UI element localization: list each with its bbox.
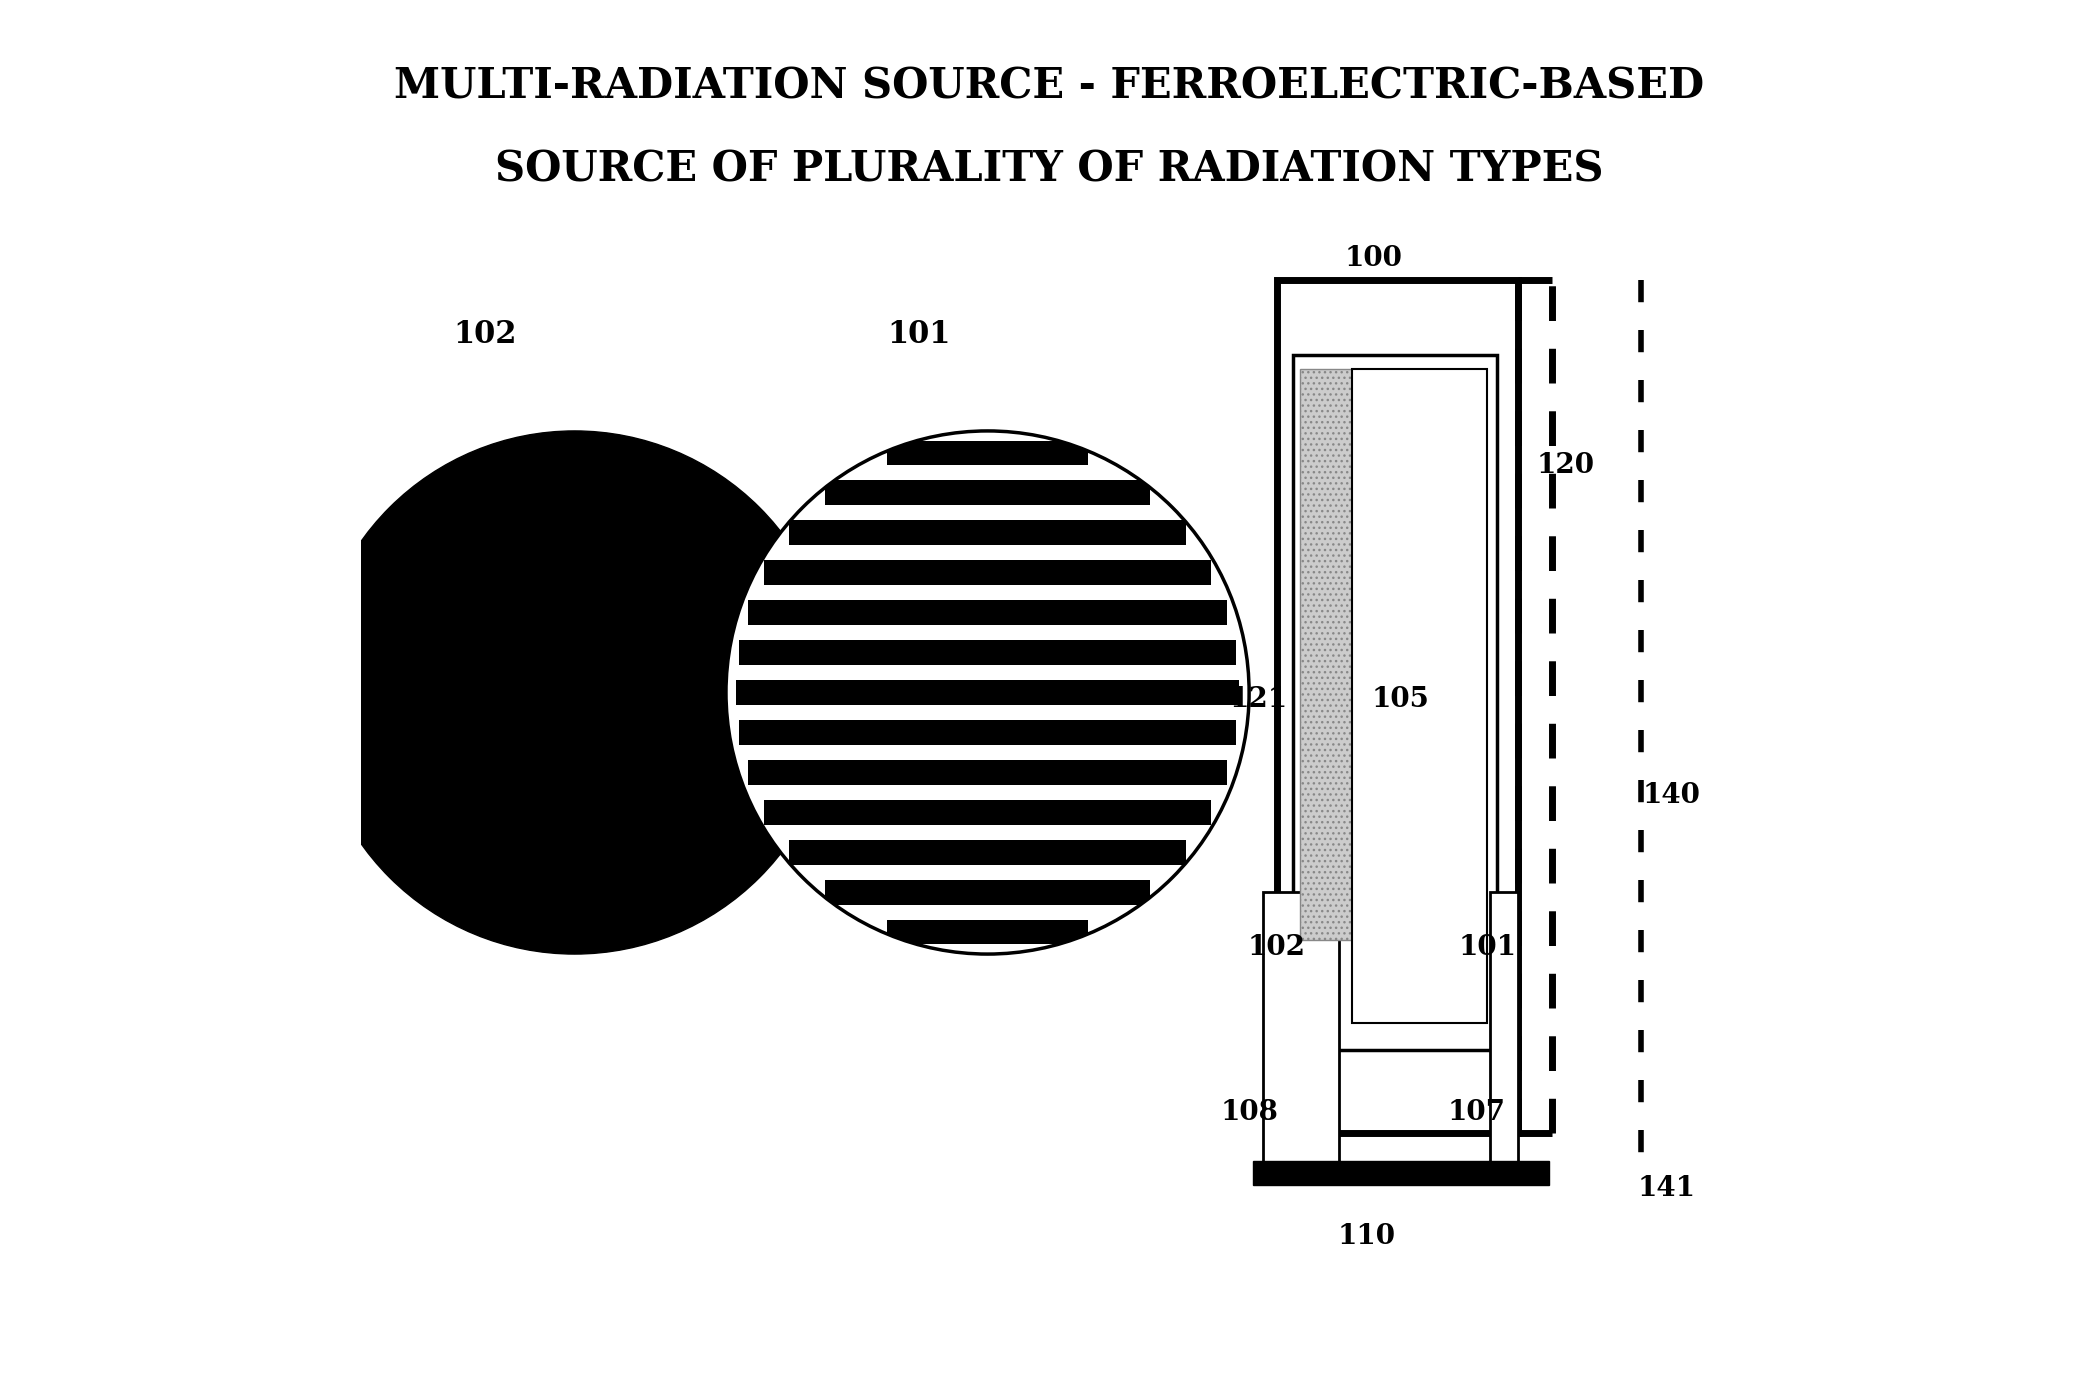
Bar [789, 521, 1186, 546]
Text: 110: 110 [1337, 1223, 1396, 1249]
Text: 100: 100 [1343, 245, 1402, 273]
Text: 108: 108 [1220, 1098, 1278, 1126]
Bar [764, 561, 1211, 584]
Text: 101: 101 [1459, 933, 1515, 961]
Bar [825, 481, 1150, 506]
Bar [1352, 368, 1488, 1024]
Text: 102: 102 [1247, 933, 1306, 961]
Text: 141: 141 [1637, 1174, 1696, 1202]
Bar [1490, 892, 1518, 1168]
Text: 101: 101 [888, 319, 951, 350]
Bar [739, 720, 1236, 745]
Bar [1276, 280, 1518, 1133]
Bar [825, 879, 1150, 904]
Bar [886, 920, 1089, 945]
Text: 107: 107 [1448, 1098, 1505, 1126]
Circle shape [726, 431, 1249, 954]
Bar [737, 680, 1238, 705]
Bar [886, 440, 1089, 465]
Text: MULTI-RADIATION SOURCE - FERROELECTRIC-BASED: MULTI-RADIATION SOURCE - FERROELECTRIC-B… [395, 65, 1704, 108]
Text: 105: 105 [1371, 686, 1429, 713]
Text: 102: 102 [453, 319, 516, 350]
Bar [1299, 368, 1352, 940]
Bar [749, 600, 1226, 625]
Bar [1293, 355, 1497, 1050]
Text: 140: 140 [1644, 783, 1700, 809]
Bar [789, 839, 1186, 864]
Bar [749, 760, 1226, 785]
Bar [1253, 1161, 1549, 1186]
Text: 120: 120 [1536, 452, 1595, 479]
Bar [1264, 892, 1339, 1168]
Text: SOURCE OF PLURALITY OF RADIATION TYPES: SOURCE OF PLURALITY OF RADIATION TYPES [495, 148, 1604, 190]
Bar [739, 640, 1236, 665]
Bar [764, 801, 1211, 824]
Text: 121: 121 [1230, 686, 1289, 713]
Circle shape [313, 431, 835, 954]
